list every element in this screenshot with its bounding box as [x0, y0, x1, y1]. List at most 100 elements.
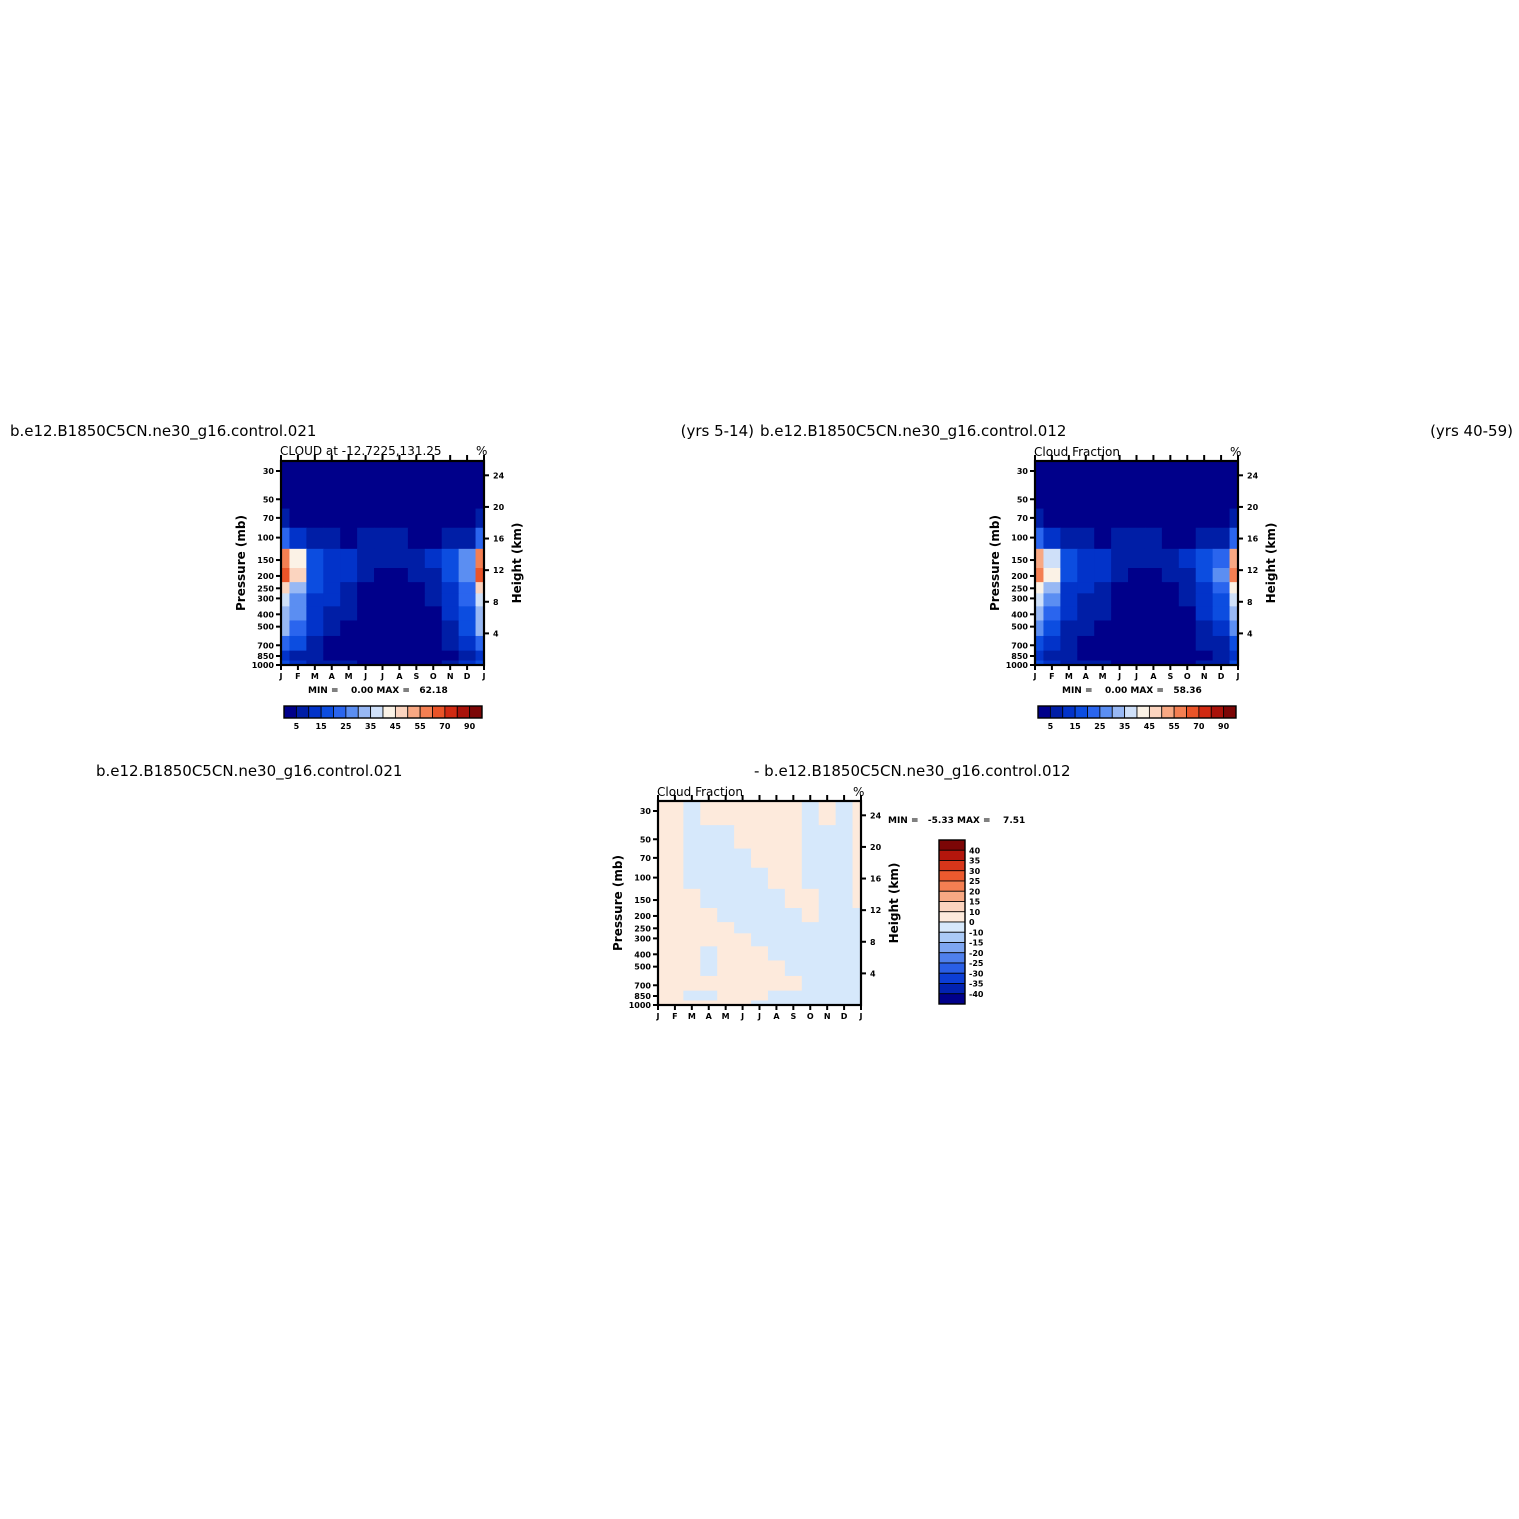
contour-cell: [424, 620, 443, 637]
contour-cell: [1111, 527, 1129, 550]
contour-cell: [458, 620, 477, 637]
contour-cell: [801, 1000, 820, 1006]
panel3-minmax: MIN = -5.33 MAX = 7.51: [888, 816, 1025, 826]
contour-cell: [784, 933, 803, 947]
contour-cell: [818, 975, 837, 992]
month-tick-label: O: [1184, 672, 1191, 681]
month-tick-label: J: [1117, 672, 1121, 681]
contour-cell: [734, 933, 752, 947]
colorbar-box: [444, 705, 458, 719]
month-tick-label: F: [1049, 672, 1054, 681]
panel-3-plot: J F M A M J J A S O N D J305070100150200250300400500…: [611, 795, 901, 1021]
month-tick-label: J: [279, 672, 283, 681]
contour-cell: [374, 593, 392, 607]
contour-cell: [683, 933, 701, 947]
contour-cell: [1178, 635, 1197, 652]
contour-cell: [475, 508, 485, 529]
contour-cell: [1161, 593, 1180, 607]
contour-cell: [1111, 508, 1129, 529]
month-tick-label: M: [311, 672, 319, 681]
colorbar-label: 25: [1094, 722, 1106, 731]
contour-cell: [1060, 461, 1078, 486]
contour-cell: [1035, 650, 1045, 662]
contour-cell: [458, 660, 477, 666]
contour-cell: [340, 461, 358, 486]
contour-cell: [801, 825, 820, 850]
contour-cell: [475, 635, 485, 652]
colorbar-label: 90: [464, 722, 476, 731]
contour-cell: [1195, 568, 1214, 583]
colorbar-box: [1223, 705, 1237, 719]
contour-cell: [289, 527, 307, 550]
colorbar-label: 70: [1193, 722, 1205, 731]
contour-cell: [374, 635, 392, 652]
contour-cell: [734, 825, 752, 850]
colorbar-box: [938, 849, 966, 861]
month-tick-label: J: [1134, 672, 1138, 681]
contour-cell: [1060, 485, 1078, 510]
contour-cell: [1212, 485, 1231, 510]
contour-cell: [424, 461, 443, 486]
colorbar-label: 15: [1070, 722, 1082, 731]
contour-cell: [658, 848, 668, 869]
month-tick-label: J: [1236, 672, 1240, 681]
contour-cell: [340, 548, 358, 569]
contour-cell: [441, 606, 460, 622]
height-tick-label: 16: [1247, 535, 1259, 544]
colorbar-box: [1099, 705, 1113, 719]
contour-cell: [357, 635, 375, 652]
contour-cell: [1060, 660, 1078, 666]
pressure-tick-label: 150: [257, 556, 274, 565]
contour-cell: [1212, 660, 1231, 666]
contour-cell: [374, 508, 392, 529]
contour-cell: [835, 867, 854, 890]
pressure-tick-label: 250: [1011, 584, 1028, 593]
contour-cell: [475, 568, 485, 583]
contour-cell: [835, 922, 854, 934]
pressure-tick-label: 400: [257, 610, 274, 619]
contour-cell: [852, 975, 862, 992]
contour-cell: [1144, 485, 1163, 510]
colorbar-box: [432, 705, 446, 719]
contour-cell: [390, 593, 409, 607]
colorbar-label: 35: [969, 857, 981, 866]
contour-cell: [717, 922, 735, 934]
contour-cell: [1043, 527, 1061, 550]
contour-cell: [1178, 593, 1197, 607]
colorbar-label: 90: [1218, 722, 1230, 731]
colorbar-box: [938, 942, 966, 954]
contour-cell: [323, 660, 341, 666]
contour-cell: [666, 933, 684, 947]
contour-cell: [1077, 620, 1095, 637]
panel-2-colorbar: 5 15 25 35 45 55 70 90: [1037, 705, 1237, 731]
contour-cell: [700, 946, 718, 962]
contour-cell: [700, 867, 718, 890]
contour-cell: [700, 801, 718, 826]
contour-cell: [1043, 461, 1061, 486]
contour-cell: [340, 593, 358, 607]
contour-cell: [1111, 650, 1129, 662]
contour-cell: [784, 848, 803, 869]
contour-cell: [306, 568, 324, 583]
colorbar-frame: [1037, 705, 1237, 719]
colorbar-label: -30: [969, 969, 984, 978]
colorbar-frame: [938, 839, 966, 1005]
contour-cell: [1128, 461, 1146, 486]
colorbar-box: [1161, 705, 1175, 719]
colorbar-box: [407, 705, 421, 719]
contour-cell: [835, 848, 854, 869]
contour-cell: [1195, 508, 1214, 529]
contour-cell: [1144, 582, 1163, 594]
contour-cell: [767, 801, 786, 826]
contour-cell: [1094, 568, 1112, 583]
month-tick-label: M: [1099, 672, 1107, 681]
contour-cell: [289, 593, 307, 607]
contour-cell: [767, 888, 786, 909]
contour-cell: [852, 867, 862, 890]
month-tick-label: S: [413, 672, 419, 681]
month-tick-label: N: [824, 1012, 831, 1021]
contour-cell: [801, 922, 820, 934]
colorbar-box: [394, 705, 409, 719]
month-tick-label: M: [722, 1012, 730, 1021]
contour-cell: [323, 568, 341, 583]
